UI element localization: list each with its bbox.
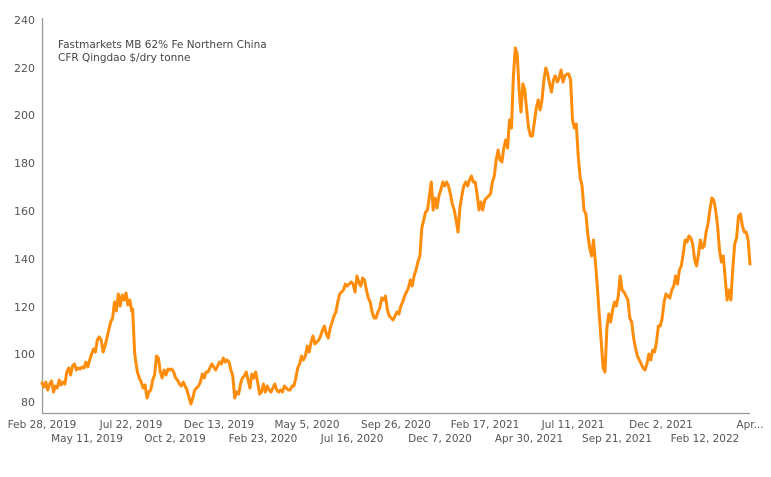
x-tick-labels-row1: Feb 28, 2019 Jul 22, 2019 Dec 13, 2019 M… — [8, 419, 764, 431]
x-tick: Feb 17, 2021 — [451, 419, 520, 431]
y-tick: 240 — [14, 14, 35, 27]
x-tick: Apr 30, 2021 — [495, 433, 563, 445]
series-annotation-line1: Fastmarkets MB 62% Fe Northern China — [58, 39, 267, 51]
x-tick: Jul 22, 2019 — [99, 419, 163, 431]
x-tick: Feb 12, 2022 — [671, 433, 740, 445]
y-tick: 100 — [14, 348, 35, 361]
x-tick: Dec 13, 2019 — [184, 419, 254, 431]
x-tick: Jul 16, 2020 — [320, 433, 384, 445]
y-tick: 180 — [14, 157, 35, 170]
x-tick: Feb 23, 2020 — [229, 433, 298, 445]
x-tick: Sep 21, 2021 — [582, 433, 652, 445]
y-tick: 220 — [14, 62, 35, 75]
x-tick: Sep 26, 2020 — [361, 419, 431, 431]
y-tick: 80 — [21, 396, 35, 409]
x-tick: Oct 2, 2019 — [144, 433, 206, 445]
y-tick: 140 — [14, 253, 35, 266]
x-tick: May 5, 2020 — [274, 419, 339, 431]
y-tick: 120 — [14, 301, 35, 314]
x-tick: Dec 7, 2020 — [408, 433, 472, 445]
y-tick: 160 — [14, 205, 35, 218]
y-tick: 200 — [14, 109, 35, 122]
x-tick: Apr... — [736, 419, 763, 431]
series-annotation-line2: CFR Qingdao $/dry tonne — [58, 52, 190, 64]
x-tick-labels-row2: May 11, 2019 Oct 2, 2019 Feb 23, 2020 Ju… — [51, 433, 739, 445]
x-tick: Feb 28, 2019 — [8, 419, 77, 431]
x-tick: Jul 11, 2021 — [541, 419, 605, 431]
price-line — [40, 46, 752, 406]
x-tick: Dec 2, 2021 — [629, 419, 693, 431]
x-tick: May 11, 2019 — [51, 433, 123, 445]
y-tick-labels: 240 220 200 180 160 140 120 100 80 — [14, 14, 35, 409]
